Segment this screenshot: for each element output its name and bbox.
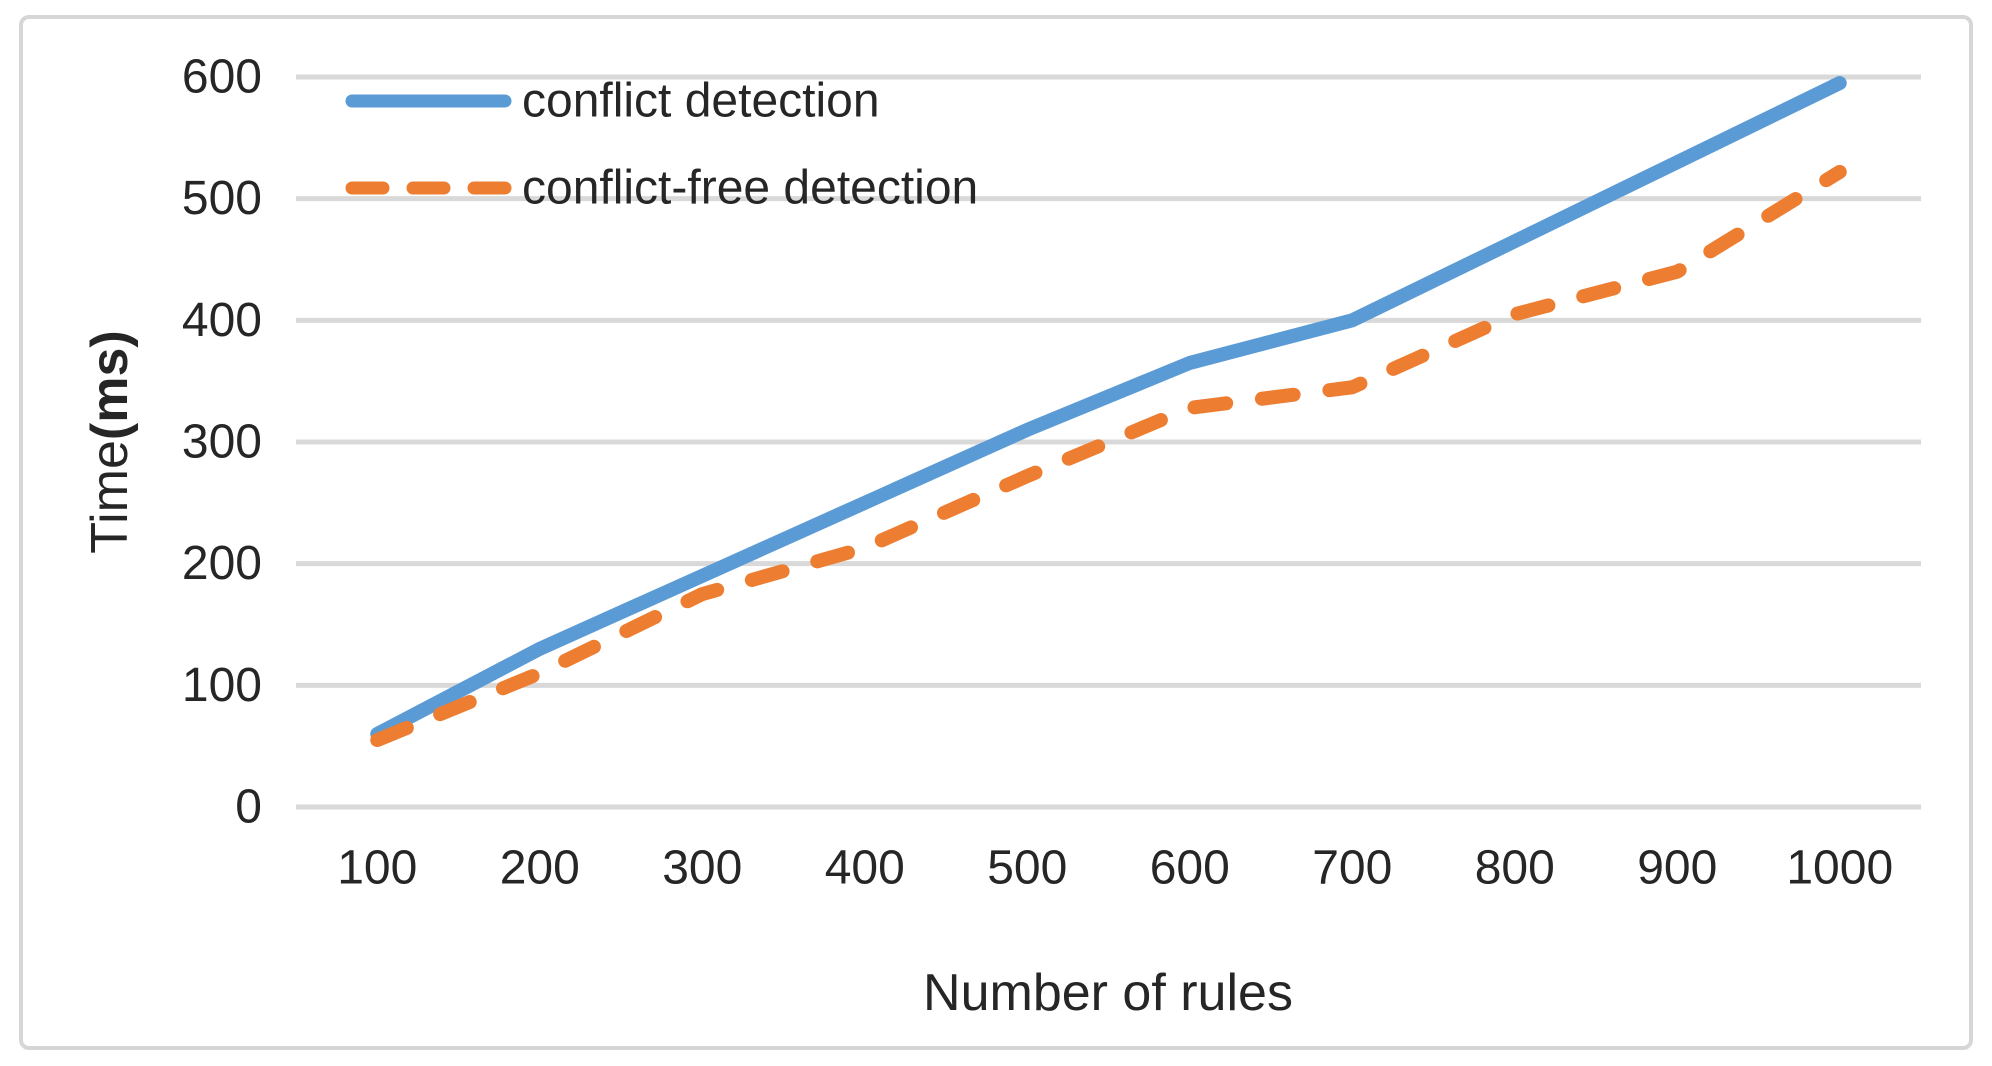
x-tick-label-1000: 1000 bbox=[1786, 842, 1893, 895]
y-axis-title: Time(ms) bbox=[81, 330, 139, 553]
legend-item-conflict-free-detection: conflict-free detection bbox=[345, 162, 978, 215]
x-axis-tick-labels: 100 200 300 400 500 600 700 800 900 1000 bbox=[337, 842, 1893, 895]
series-line-1-dashed bbox=[370, 164, 1847, 748]
x-tick-label-400: 400 bbox=[825, 842, 905, 895]
y-tick-label-0: 0 bbox=[235, 781, 262, 834]
gridlines bbox=[296, 74, 1921, 810]
x-tick-label-100: 100 bbox=[337, 842, 417, 895]
y-tick-label-100: 100 bbox=[182, 659, 262, 712]
legend-label: conflict detection bbox=[522, 75, 880, 128]
x-tick-label-600: 600 bbox=[1150, 842, 1230, 895]
y-axis-title-normal: Time bbox=[81, 440, 139, 554]
y-tick-label-600: 600 bbox=[182, 51, 262, 104]
legend: conflict detection conflict-free detecti… bbox=[345, 75, 978, 215]
x-axis-title: Number of rules bbox=[923, 964, 1293, 1022]
x-tick-label-700: 700 bbox=[1312, 842, 1392, 895]
card-border bbox=[19, 15, 1973, 1050]
x-tick-label-500: 500 bbox=[987, 842, 1067, 895]
series-lines bbox=[370, 76, 1847, 748]
y-tick-label-400: 400 bbox=[182, 294, 262, 347]
y-tick-label-300: 300 bbox=[182, 416, 262, 469]
y-tick-label-200: 200 bbox=[182, 537, 262, 590]
legend-item-conflict-detection: conflict detection bbox=[345, 75, 880, 128]
x-tick-label-800: 800 bbox=[1475, 842, 1555, 895]
y-tick-label-500: 500 bbox=[182, 172, 262, 225]
x-tick-label-200: 200 bbox=[500, 842, 580, 895]
x-tick-label-300: 300 bbox=[662, 842, 742, 895]
legend-label: conflict-free detection bbox=[522, 162, 978, 215]
y-axis-tick-labels: 0 100 200 300 400 500 600 bbox=[182, 51, 262, 834]
y-axis-title-bold: (ms) bbox=[81, 330, 139, 440]
series-line-0-solid bbox=[370, 76, 1847, 741]
x-tick-label-900: 900 bbox=[1637, 842, 1717, 895]
